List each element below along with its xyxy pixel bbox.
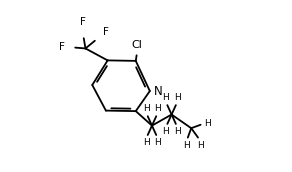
Text: H: H: [174, 127, 181, 136]
Text: H: H: [143, 104, 150, 113]
Text: H: H: [154, 138, 161, 147]
Text: H: H: [183, 141, 190, 150]
Text: H: H: [197, 141, 204, 150]
Text: H: H: [204, 119, 211, 128]
Text: H: H: [162, 127, 169, 136]
Text: H: H: [143, 138, 150, 147]
Text: F: F: [59, 42, 65, 52]
Text: H: H: [174, 93, 181, 102]
Text: N: N: [154, 84, 162, 98]
Text: F: F: [103, 27, 109, 37]
Text: H: H: [162, 93, 169, 102]
Text: F: F: [80, 17, 86, 27]
Text: Cl: Cl: [131, 40, 142, 50]
Text: H: H: [154, 104, 161, 113]
